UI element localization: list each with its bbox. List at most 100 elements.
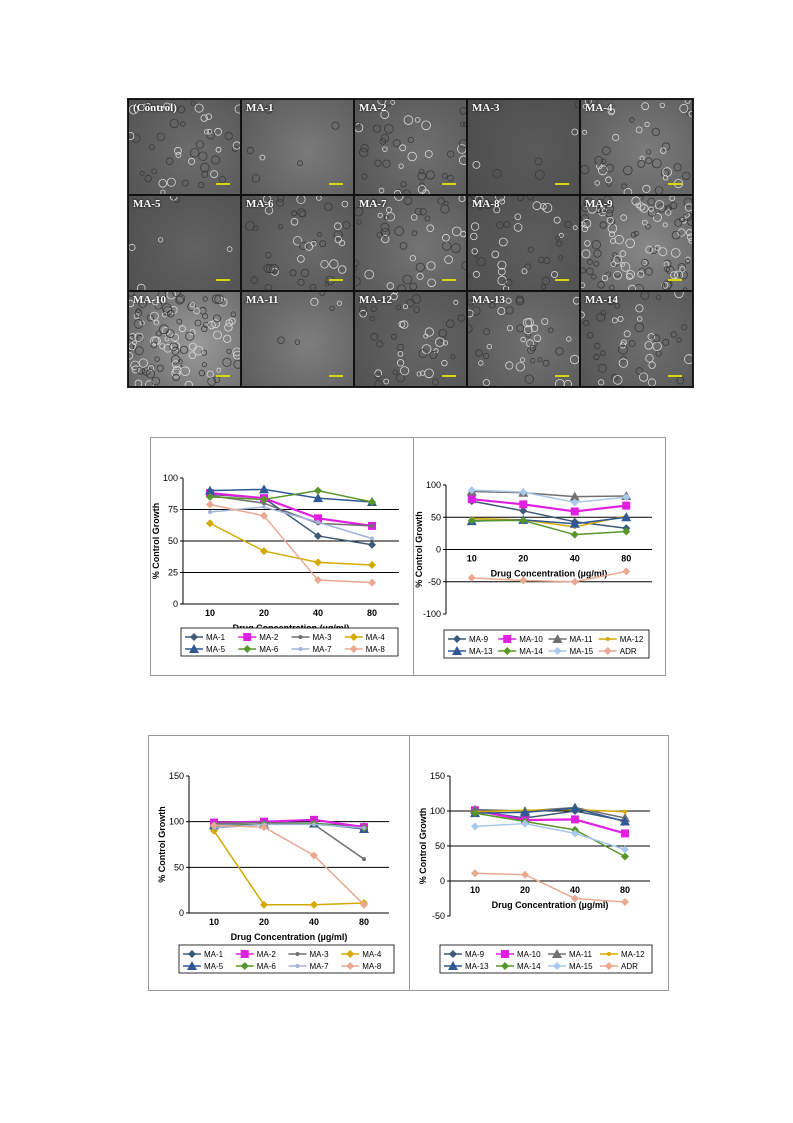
legend-entry: MA-1 xyxy=(185,633,226,642)
cell-mark xyxy=(296,196,306,204)
cell-mark xyxy=(496,221,504,229)
data-point xyxy=(570,498,579,507)
cell-mark xyxy=(441,359,448,367)
cell-mark xyxy=(514,213,522,221)
data-point xyxy=(623,809,627,814)
legend-marker xyxy=(607,952,611,956)
data-point xyxy=(260,547,268,556)
cell-mark xyxy=(594,180,600,186)
cell-mark xyxy=(593,260,600,267)
series-line xyxy=(474,807,626,823)
micrograph-tile: MA-7 xyxy=(355,196,466,290)
cell-mark xyxy=(581,204,590,213)
cell-mark xyxy=(581,267,586,274)
cell-mark xyxy=(684,100,691,104)
cell-mark xyxy=(334,235,342,244)
series-ma-8 xyxy=(206,500,376,587)
cell-mark xyxy=(658,247,668,257)
legend-marker xyxy=(605,962,613,970)
cell-mark xyxy=(262,196,272,204)
legend-marker xyxy=(295,964,300,968)
cell-mark xyxy=(571,128,579,136)
cell-mark xyxy=(516,324,525,333)
data-point xyxy=(368,578,376,587)
cell-mark xyxy=(396,284,407,290)
data-point xyxy=(260,900,268,909)
cell-mark xyxy=(355,276,361,287)
cell-mark xyxy=(292,236,303,246)
cell-mark xyxy=(660,169,670,178)
x-axis-title: Drug Concentration (µg/ml) xyxy=(491,569,608,579)
cell-mark xyxy=(129,299,135,308)
legend-entry: MA-13 xyxy=(444,961,489,971)
cell-mark xyxy=(669,196,675,202)
cell-mark xyxy=(411,294,422,304)
cell-mark xyxy=(647,197,656,206)
cell-mark xyxy=(600,158,607,165)
cell-mark xyxy=(505,361,514,370)
micrograph-label: MA-6 xyxy=(246,198,274,210)
legend-marker xyxy=(448,961,458,970)
series-line xyxy=(209,492,373,527)
cell-mark xyxy=(377,212,383,218)
cell-mark xyxy=(416,371,422,377)
cell-mark xyxy=(188,342,197,351)
cell-mark xyxy=(211,294,222,304)
cell-mark xyxy=(356,219,362,225)
cell-mark xyxy=(617,315,624,322)
cell-mark xyxy=(316,196,322,201)
cell-mark xyxy=(201,362,207,368)
cell-mark xyxy=(291,210,298,217)
data-point xyxy=(362,857,366,862)
cell-mark xyxy=(529,357,536,364)
cell-mark xyxy=(156,364,164,372)
legend-entry: MA-12 xyxy=(598,635,644,644)
cell-mark xyxy=(665,265,675,275)
data-point xyxy=(621,512,632,522)
cell-mark xyxy=(618,358,629,368)
cell-mark xyxy=(425,170,435,180)
cell-mark xyxy=(198,369,206,377)
data-point xyxy=(314,514,322,523)
cell-mark xyxy=(663,261,670,267)
cell-mark xyxy=(597,280,605,289)
series-line xyxy=(209,522,373,566)
cell-texture xyxy=(358,292,465,386)
scale-bar xyxy=(442,183,456,185)
series-adr xyxy=(467,567,631,586)
cell-mark xyxy=(688,237,692,244)
cell-mark xyxy=(374,379,383,386)
micrograph-tile: MA-8 xyxy=(468,196,579,290)
chart-panel-4: -50 0 50 100 150 10 20 40 80 Drug Concentration (… xyxy=(409,735,669,991)
data-point xyxy=(312,822,316,827)
legend-entry: MA-4 xyxy=(344,633,385,642)
cell-mark xyxy=(374,369,383,377)
cell-mark xyxy=(169,342,179,352)
series-ma-4 xyxy=(206,519,376,569)
legend-entry: MA-12 xyxy=(600,950,645,959)
cell-mark xyxy=(645,245,654,254)
legend-label: MA-10 xyxy=(517,950,541,959)
cell-mark xyxy=(396,359,405,367)
cell-mark xyxy=(421,120,431,131)
data-point xyxy=(467,573,476,582)
cell-mark xyxy=(614,234,624,245)
cell-mark xyxy=(651,158,662,169)
data-point xyxy=(210,826,218,835)
micrograph-tile: MA-3 xyxy=(468,100,579,194)
cell-mark xyxy=(380,222,390,233)
cell-mark xyxy=(226,348,232,354)
cell-mark xyxy=(277,196,285,202)
cell-mark xyxy=(626,273,634,281)
cell-mark xyxy=(451,226,462,237)
cell-mark xyxy=(581,282,586,288)
cell-mark xyxy=(486,343,492,350)
cell-mark xyxy=(364,269,374,280)
cell-mark xyxy=(582,104,588,109)
cell-mark xyxy=(380,110,390,120)
series-line xyxy=(474,872,626,903)
cell-mark xyxy=(369,315,376,322)
data-point xyxy=(368,540,376,549)
scale-bar xyxy=(442,375,456,377)
cell-mark xyxy=(299,210,307,218)
